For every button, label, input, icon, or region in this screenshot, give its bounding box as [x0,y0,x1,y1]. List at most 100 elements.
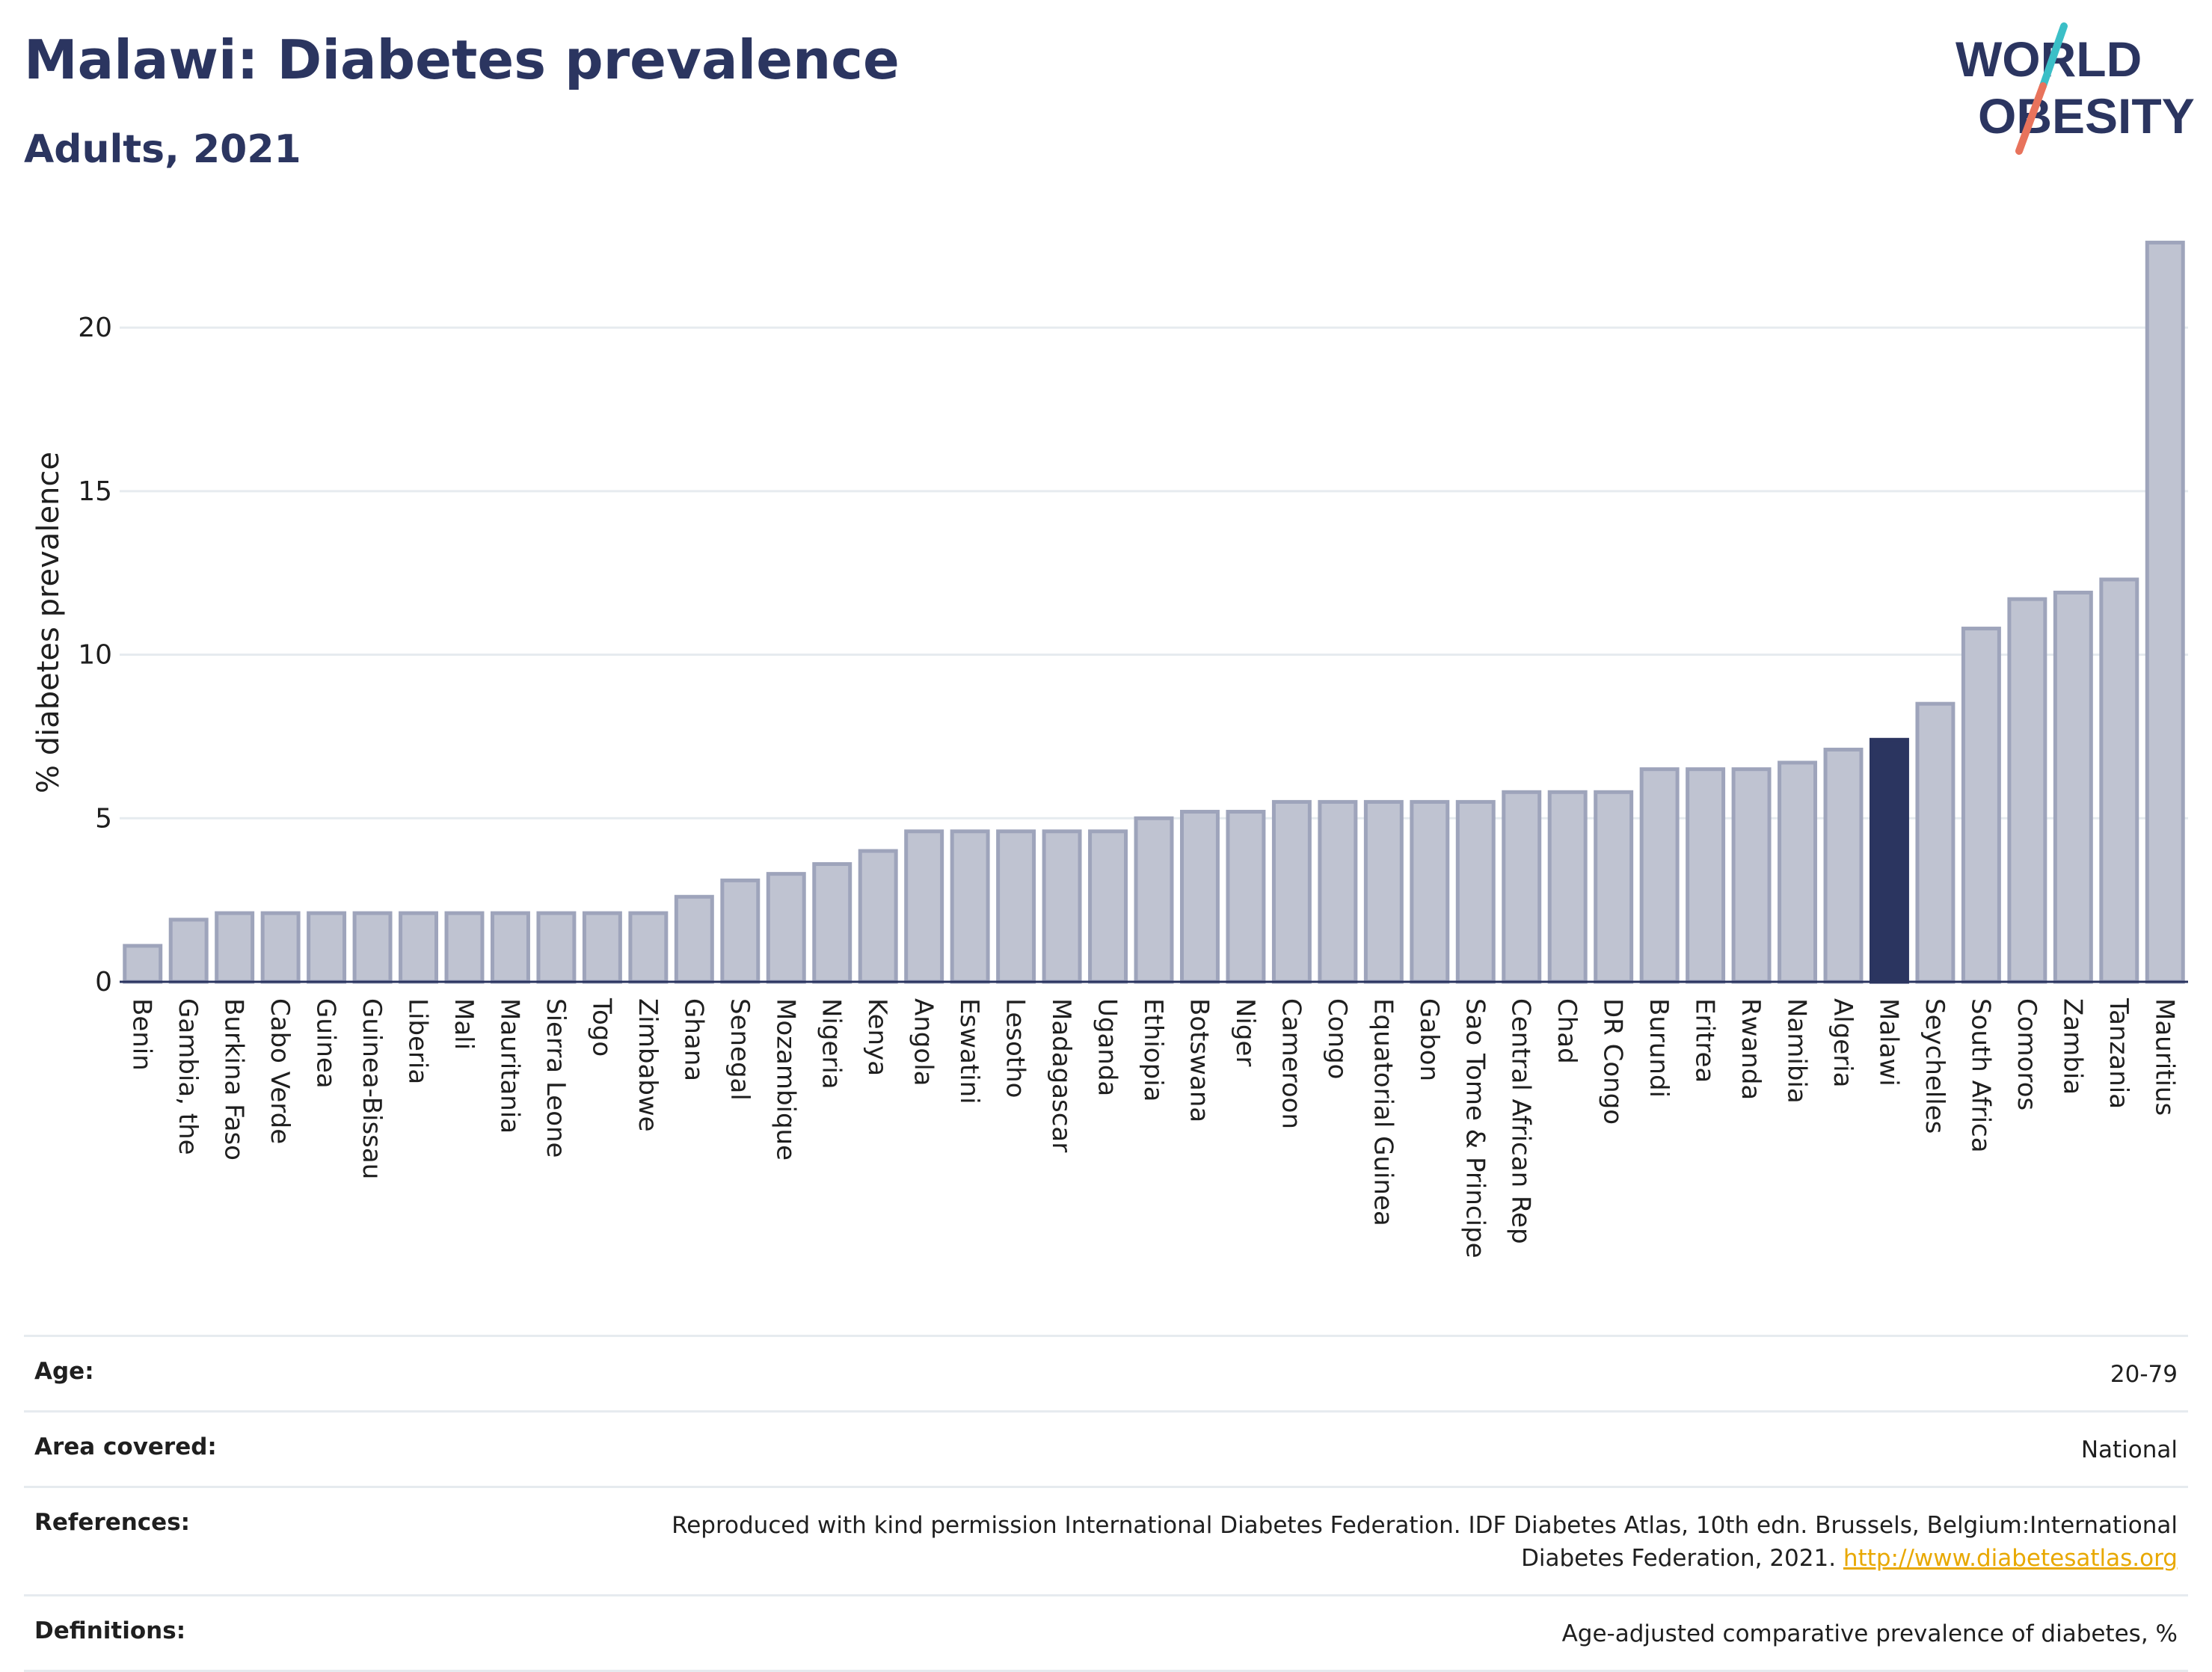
bar [1088,829,1128,984]
bar [582,911,622,984]
area-label: Area covered: [34,1433,217,1460]
bar [2145,240,2185,984]
bar [1869,737,1909,984]
bar [215,911,255,984]
bar [1410,799,1450,984]
bar [260,911,301,984]
bar [352,911,393,984]
definitions-value: Age-adjusted comparative prevalence of d… [1561,1620,2178,1647]
x-tick-label: Nigeria [817,998,847,1089]
bar [1823,747,1864,984]
y-tick-label: 10 [78,640,112,671]
x-tick-label: Gambia, the [173,998,203,1155]
x-tick-label: Tanzania [2104,998,2133,1109]
x-tick-label: Guinea-Bissau [357,998,387,1179]
bar [950,829,990,984]
x-tick-label: Togo [586,998,616,1057]
x-tick-label: Zimbabwe [633,998,663,1132]
x-tick-label: Chad [1552,998,1582,1064]
logo-line2: OBESITY [1978,88,2195,144]
y-tick-label: 0 [95,967,112,998]
x-tick-label: Cameroon [1276,998,1306,1129]
bar [444,911,485,984]
x-tick-label: Seychelles [1920,998,1950,1134]
x-tick-label: Ghana [678,998,708,1081]
bar [766,872,806,984]
x-tick-label: Namibia [1782,998,1812,1104]
x-tick-label: Senegal [725,998,755,1101]
x-tick-label: South Africa [1965,998,1995,1153]
bar [1915,701,1956,984]
bar [1042,829,1082,984]
x-tick-label: Angola [909,998,938,1086]
y-axis-label: % diabetes prevalence [31,452,66,793]
references-value: Reproduced with kind permission Internat… [607,1509,2178,1575]
x-tick-label: Guinea [311,998,341,1089]
x-tick-label: Rwanda [1736,998,1766,1100]
x-tick-label: Niger [1230,998,1260,1066]
y-tick-label: 5 [95,803,112,834]
bar [1961,627,2001,984]
x-tick-label: Algeria [1828,998,1858,1087]
age-value: 20-79 [2110,1361,2178,1388]
x-tick-label: Central African Rep [1506,998,1536,1244]
x-tick-label: Equatorial Guinea [1368,998,1398,1226]
x-tick-label: Benin [127,998,157,1071]
bar [399,911,439,984]
x-tick-label: Lesotho [1001,998,1030,1098]
x-tick-label: Sierra Leone [541,998,571,1158]
bar [1547,790,1588,984]
bar [490,911,530,984]
y-tick-label: 20 [78,313,112,343]
x-tick-label: Ethiopia [1138,998,1168,1101]
bar [2007,597,2047,984]
logo-coral-stroke [2015,82,2047,155]
definitions-label: Definitions: [34,1617,186,1644]
x-tick-label: Uganda [1093,998,1122,1096]
world-obesity-logo: WORLD OBESITY [1956,22,2195,155]
bar [536,911,577,984]
x-tick-label: Malawi [1873,998,1903,1087]
x-tick-label: Burundi [1644,998,1674,1098]
bar [1179,810,1220,984]
bar [1134,816,1174,984]
info-row-age: Age: 20-79 [24,1335,2188,1410]
page-subtitle: Adults, 2021 [24,127,301,172]
x-tick-label: Botswana [1184,998,1214,1122]
bar [674,894,714,984]
bar [123,944,163,984]
bar [628,911,669,984]
bar [1731,767,1772,984]
bar [168,918,209,984]
x-tick-label: Sao Tome & Principe [1460,998,1490,1258]
bar [1639,767,1680,984]
x-tick-label: Comoros [2012,998,2042,1110]
x-tick-label: Gabon [1414,998,1444,1081]
info-row-definitions: Definitions: Age-adjusted comparative pr… [24,1594,2188,1672]
page-title: Malawi: Diabetes prevalence [24,28,900,91]
bar [307,911,347,984]
area-value: National [2080,1436,2178,1463]
x-tick-label: Eritrea [1690,998,1720,1083]
x-tick-label: Mauritania [494,998,524,1134]
x-tick-label: Mali [449,998,479,1050]
bar [1455,799,1496,984]
age-label: Age: [34,1358,94,1385]
x-tick-label: DR Congo [1598,998,1628,1125]
x-tick-label: Congo [1322,998,1352,1079]
x-tick-label: Madagascar [1046,998,1076,1152]
bar [1594,790,1634,984]
bar [2099,577,2139,984]
bar [1778,760,1818,984]
info-row-area: Area covered: National [24,1410,2188,1486]
bar [2053,590,2093,984]
bar [812,862,852,984]
bar [1271,799,1312,984]
bar [720,878,761,984]
x-tick-label: Cabo Verde [265,998,295,1144]
x-tick-label: Zambia [2057,998,2087,1095]
x-tick-label: Liberia [403,998,433,1084]
info-table: Age: 20-79 Area covered: National Refere… [24,1335,2188,1672]
y-tick-label: 15 [78,476,112,507]
references-link[interactable]: http://www.diabetesatlas.org [1843,1545,2178,1572]
